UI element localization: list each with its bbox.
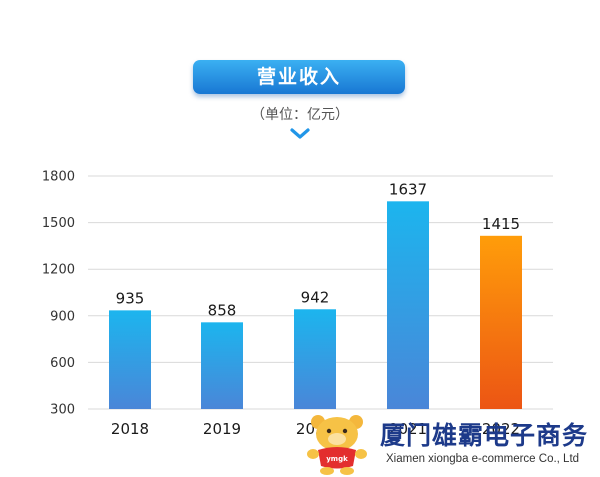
- y-tick-label: 900: [50, 309, 75, 324]
- bar-2018: [109, 310, 151, 409]
- bar-2019: [201, 322, 243, 409]
- company-name-en: Xiamen xiongba e-commerce Co., Ltd: [386, 453, 580, 465]
- data-label: 858: [208, 301, 237, 319]
- company-name: 厦门雄霸电子商务: [380, 421, 589, 450]
- x-tick-label: 2022: [482, 420, 520, 438]
- y-tick-label: 600: [50, 356, 75, 371]
- chart-title-banner: 营业收入: [193, 60, 405, 94]
- x-tick-label: 2021: [389, 420, 427, 438]
- x-tick-label: 2019: [203, 420, 241, 438]
- y-tick-label: 1500: [42, 216, 75, 231]
- bar-2022: [480, 235, 522, 409]
- y-axis-ticks: 300 600 900 1200 1500 1800: [42, 170, 75, 418]
- y-tick-label: 1200: [42, 263, 75, 278]
- data-label: 1415: [482, 215, 520, 233]
- data-label: 935: [116, 289, 145, 307]
- data-labels: 935 858 942 1637 1415: [116, 180, 520, 319]
- bar-2020: [294, 309, 336, 409]
- bar-2021: [387, 201, 429, 409]
- y-tick-label: 300: [50, 403, 75, 418]
- chevron-down-icon: [290, 128, 310, 139]
- bars: [109, 201, 522, 409]
- data-label: 1637: [389, 180, 427, 198]
- bear-mascot-logo: ymgk: [307, 415, 367, 475]
- unit-label: （单位：亿元）: [251, 107, 349, 123]
- mascot-logo-text: ymgk: [326, 455, 348, 463]
- data-label: 942: [301, 288, 330, 306]
- y-tick-label: 1800: [42, 170, 75, 185]
- company-watermark: ymgk 厦门雄霸电子商务 Xiamen xiongba e-commerce …: [298, 408, 600, 477]
- x-tick-label: 2018: [111, 420, 149, 438]
